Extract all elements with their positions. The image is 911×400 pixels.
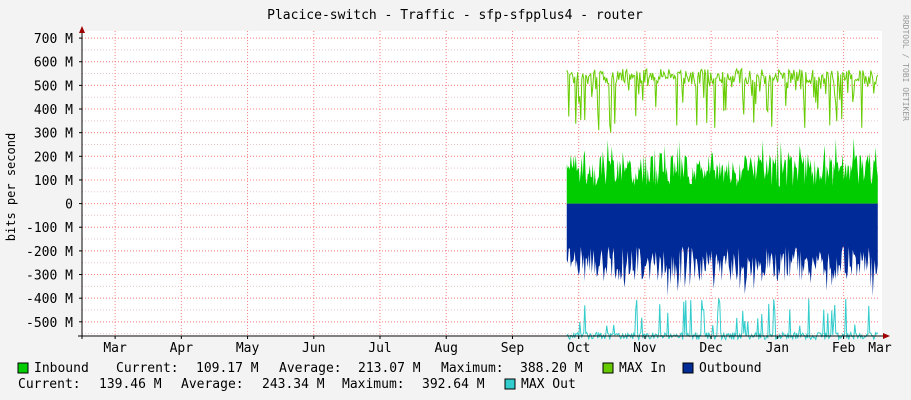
y-axis-label: bits per second	[4, 133, 18, 241]
inbound-maximum-label: Maximum:	[441, 361, 504, 376]
y-tick-label: 400 M	[34, 103, 73, 118]
y-tick-label: -200 M	[26, 245, 73, 260]
data-series	[566, 67, 879, 342]
x-tick-label: Apr	[170, 341, 194, 356]
max-out-legend-swatch	[504, 378, 516, 390]
inbound-maximum-value: 388.20 M	[520, 361, 583, 376]
y-axis-arrow	[79, 26, 85, 33]
x-tick-label: May	[236, 341, 260, 356]
y-tick-label: -300 M	[26, 269, 73, 284]
chart-title: Placice-switch - Traffic - sfp-sfpplus4 …	[267, 8, 643, 23]
x-tick-label: Feb	[832, 341, 856, 356]
y-tick-label: 300 M	[34, 127, 73, 142]
y-tick-label: 700 M	[34, 32, 73, 47]
y-tick-label: 200 M	[34, 150, 73, 165]
axes	[78, 26, 890, 339]
x-tick-label: Jan	[766, 341, 789, 356]
y-tick-label: 0	[65, 198, 73, 213]
x-tick-label: Sep	[501, 341, 525, 356]
x-tick-label: Jul	[368, 341, 391, 356]
y-tick-label: -100 M	[26, 221, 73, 236]
x-tick-label: Dec	[699, 341, 722, 356]
y-tick-label: 100 M	[34, 174, 73, 189]
inbound-area	[566, 138, 878, 204]
max-in-line	[566, 67, 879, 133]
y-tick-label: 600 M	[34, 56, 73, 71]
max-out-line	[566, 298, 879, 342]
inbound-current-label: Current:	[116, 361, 179, 376]
y-tick-label: -500 M	[26, 316, 73, 331]
inbound-average-label: Average:	[279, 361, 342, 376]
x-tick-label: Mar	[103, 341, 127, 356]
outbound-current-label: Current:	[18, 377, 81, 392]
inbound-current-value: 109.17 M	[196, 361, 259, 376]
inbound-average-value: 213.07 M	[358, 361, 421, 376]
inbound-legend-label: Inbound	[34, 361, 89, 376]
outbound-current-value: 139.46 M	[99, 377, 162, 392]
outbound-legend-label: Outbound	[699, 361, 762, 376]
max-out-legend-label: MAX Out	[521, 377, 576, 392]
x-tick-label: Mar	[868, 341, 892, 356]
x-tick-labels: Mar Apr May Jun Jul Aug Sep Oct Nov Dec Jan Feb Mar	[103, 341, 892, 356]
x-axis-arrow	[883, 333, 890, 339]
outbound-average-label: Average:	[181, 377, 244, 392]
inbound-legend-swatch	[17, 362, 29, 374]
outbound-maximum-label: Maximum:	[342, 377, 405, 392]
rrdtool-watermark: RRDTOOL / TOBI OETIKER	[901, 15, 910, 121]
x-tick-label: Jun	[302, 341, 325, 356]
x-tick-label: Nov	[633, 341, 657, 356]
y-tick-label: -400 M	[26, 292, 73, 307]
y-tick-label: 500 M	[34, 79, 73, 94]
outbound-area	[566, 203, 878, 297]
max-in-legend-label: MAX In	[619, 361, 666, 376]
outbound-maximum-value: 392.64 M	[422, 377, 485, 392]
grid-lines	[82, 31, 880, 336]
x-tick-label: Aug	[434, 341, 457, 356]
y-tick-labels: 700 M 600 M 500 M 400 M 300 M 200 M 100 M 0 -100…	[26, 32, 73, 331]
x-tick-label: Oct	[567, 341, 590, 356]
outbound-average-value: 243.34 M	[262, 377, 325, 392]
outbound-legend-swatch	[682, 362, 694, 374]
max-in-legend-swatch	[602, 362, 614, 374]
